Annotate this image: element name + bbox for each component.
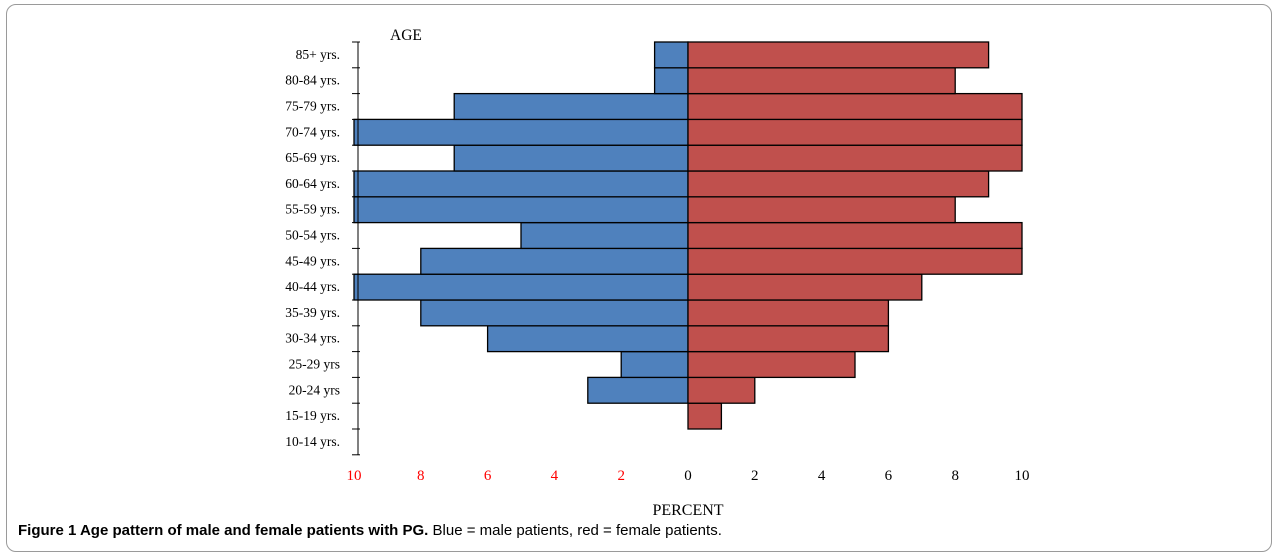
population-pyramid-chart: 10-14 yrs. 15-19 yrs. 20-24 yrs 25-29 yrs 30… <box>285 27 1030 515</box>
y-tick-label: 35-39 yrs. <box>285 305 340 320</box>
female-bar <box>687 41 990 69</box>
x-tick-label-left: 8 <box>417 468 425 484</box>
y-tick-label: 30-34 yrs. <box>285 331 340 346</box>
y-axis-title: AGE <box>390 27 422 44</box>
caption-text: Blue = male patients, red = female patie… <box>428 522 722 539</box>
y-tick-label: 75-79 yrs. <box>285 99 340 114</box>
y-tick-label: 55-59 yrs. <box>285 202 340 217</box>
y-tick-label: 45-49 yrs. <box>285 253 340 268</box>
y-tick-label: 50-54 yrs. <box>285 228 340 243</box>
x-tick-label-left: 2 <box>617 468 625 484</box>
y-tick-label: 15-19 yrs. <box>285 408 340 423</box>
y-tick-label: 40-44 yrs. <box>285 279 340 294</box>
figure-frame <box>6 4 1272 552</box>
male-bar <box>353 170 689 198</box>
male-bar <box>420 247 689 275</box>
female-bar <box>687 118 1023 146</box>
male-bar <box>486 325 689 353</box>
y-tick-label: 60-64 yrs. <box>285 176 340 191</box>
x-tick-label-left: 10 <box>347 468 362 484</box>
x-tick-label-right: 0 <box>684 468 692 484</box>
female-bar <box>687 221 1023 250</box>
female-bar <box>687 376 756 404</box>
x-tick-label-right: 4 <box>818 468 826 484</box>
female-bar <box>687 196 956 224</box>
male-bar <box>353 273 689 301</box>
male-bar <box>620 350 689 379</box>
y-tick-label: 70-74 yrs. <box>285 124 340 139</box>
x-tick-label-left: 6 <box>484 468 492 484</box>
female-bar <box>687 170 990 198</box>
male-bar <box>420 299 689 327</box>
y-tick-label: 25-29 yrs <box>289 357 340 372</box>
male-bar <box>353 196 689 224</box>
female-bar <box>687 299 890 327</box>
male-bar <box>653 41 689 69</box>
y-tick-label: 10-14 yrs. <box>285 434 340 449</box>
caption-title: Figure 1 Age pattern of male and female … <box>18 522 429 539</box>
figure-caption: Figure 1 Age pattern of male and female … <box>18 522 1258 539</box>
female-bar <box>687 247 1023 275</box>
female-bar <box>687 325 890 353</box>
male-bar <box>520 221 689 250</box>
x-tick-label-right: 10 <box>1015 468 1030 484</box>
male-bar <box>453 92 689 121</box>
male-bar <box>587 376 689 404</box>
female-bar <box>687 144 1023 172</box>
x-tick-label-right: 8 <box>951 468 959 484</box>
female-bar <box>687 92 1023 121</box>
y-tick-label: 85+ yrs. <box>296 47 340 62</box>
female-bar <box>687 273 923 301</box>
female-bar <box>687 350 856 379</box>
male-bar <box>453 144 689 172</box>
male-bar <box>653 67 689 95</box>
x-tick-label-right: 6 <box>885 468 893 484</box>
female-bar <box>687 67 956 95</box>
male-bar <box>353 118 689 146</box>
x-axis-title: PERCENT <box>652 502 723 515</box>
y-tick-label: 20-24 yrs <box>289 382 340 397</box>
x-tick-label-right: 2 <box>751 468 759 484</box>
x-tick-label-left: 4 <box>551 468 559 484</box>
y-tick-label: 65-69 yrs. <box>285 150 340 165</box>
y-tick-label: 80-84 yrs. <box>285 73 340 88</box>
female-bar <box>687 402 723 430</box>
